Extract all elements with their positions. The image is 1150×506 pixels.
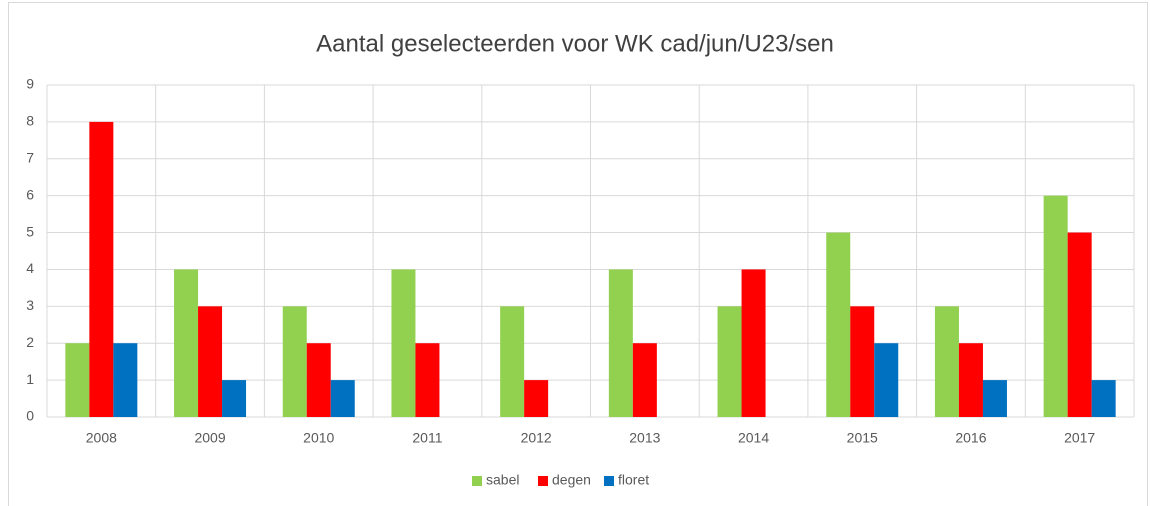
bar (113, 343, 138, 417)
bar (934, 306, 959, 417)
bar (174, 269, 199, 417)
chart-title: Aantal geselecteerden voor WK cad/jun/U2… (316, 30, 834, 57)
x-tick-label: 2016 (955, 430, 986, 446)
y-tick-label: 9 (26, 76, 34, 92)
y-tick-label: 3 (26, 297, 34, 313)
bar (958, 343, 983, 417)
y-tick-label: 0 (26, 408, 34, 424)
bar (330, 380, 355, 417)
x-tick-label: 2014 (738, 430, 769, 446)
y-tick-label: 7 (26, 149, 34, 165)
y-tick-label: 6 (26, 186, 34, 202)
legend-swatch (604, 476, 614, 486)
bar (282, 306, 307, 417)
legend-label: degen (552, 472, 591, 488)
bar (850, 306, 875, 417)
bar (632, 343, 657, 417)
x-tick-label: 2015 (847, 430, 878, 446)
bar (982, 380, 1007, 417)
y-tick-label: 4 (26, 260, 34, 276)
bar (1043, 195, 1068, 417)
bar (306, 343, 331, 417)
x-tick-label: 2013 (629, 430, 660, 446)
legend-label: sabel (486, 472, 519, 488)
legend-label: floret (618, 472, 649, 488)
bar (65, 343, 90, 417)
bar (198, 306, 223, 417)
x-tick-label: 2012 (521, 430, 552, 446)
bar (524, 380, 549, 417)
y-tick-label: 8 (26, 113, 34, 129)
legend-swatch (472, 476, 482, 486)
x-tick-label: 2009 (194, 430, 225, 446)
x-tick-label: 2008 (86, 430, 117, 446)
bar (415, 343, 440, 417)
x-tick-label: 2010 (303, 430, 334, 446)
x-tick-label: 2017 (1064, 430, 1095, 446)
legend-swatch (538, 476, 548, 486)
y-tick-label: 5 (26, 223, 34, 239)
x-tick-label: 2011 (412, 430, 442, 446)
bar (608, 269, 633, 417)
bar (1091, 380, 1116, 417)
bar (89, 121, 114, 417)
y-tick-label: 1 (26, 371, 34, 387)
bar (826, 232, 851, 417)
bar (741, 269, 766, 417)
bar (500, 306, 525, 417)
chart-frame (8, 2, 1148, 506)
bar (717, 306, 742, 417)
bar (222, 380, 247, 417)
bar (1067, 232, 1092, 417)
bar (391, 269, 416, 417)
bar (874, 343, 899, 417)
y-tick-label: 2 (26, 334, 34, 350)
